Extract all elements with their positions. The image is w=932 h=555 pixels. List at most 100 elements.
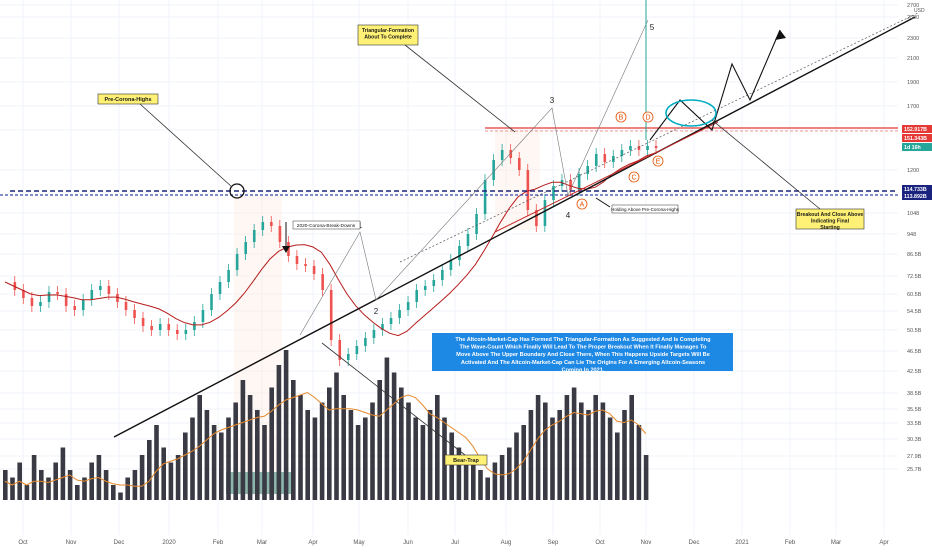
abc-circle — [576, 198, 588, 210]
volume-bar — [463, 455, 469, 500]
volume-bar — [175, 455, 181, 500]
candle-body — [261, 222, 265, 230]
price-candles — [4, 140, 658, 366]
candle-body — [193, 322, 196, 330]
candle-body — [107, 286, 111, 294]
candle-body — [423, 286, 427, 290]
chart-annotations: 1 2 3 4 5 A B C D E Pre-Corona-Highs Triangular-For… — [97, 23, 865, 466]
candle-body — [475, 214, 478, 234]
main-text-line: The Wave-Count Which Finally Will Lead T… — [460, 345, 708, 351]
volume-bar — [449, 432, 454, 500]
volume-bar — [125, 477, 130, 500]
volume-bar — [226, 417, 231, 500]
volume-bar — [413, 417, 418, 500]
volume-bar — [485, 477, 490, 500]
price-marker-bg — [902, 134, 932, 142]
price-marker-label: 151.343B — [904, 136, 927, 142]
volume-bar — [197, 395, 202, 500]
volume-bar — [370, 402, 375, 500]
candle-body — [500, 150, 504, 160]
y-tick-label: 948 — [907, 232, 916, 238]
candle-body — [73, 306, 76, 310]
candle-body — [312, 266, 316, 274]
main-text-box — [432, 333, 733, 371]
volume-bar — [298, 395, 303, 500]
x-tick-label: Dec — [114, 540, 125, 546]
volume-bar — [262, 425, 267, 500]
x-tick-label: Feb — [213, 540, 224, 546]
candle-body — [586, 166, 589, 174]
volume-bar — [571, 387, 577, 500]
volume-bar — [435, 395, 440, 500]
candle-body — [432, 280, 436, 286]
y-tick-label: 50.5B — [907, 328, 922, 334]
candle-body — [158, 324, 162, 330]
volume-bar — [406, 402, 411, 500]
price-marker-label: 113.892B — [904, 194, 927, 200]
x-tick-label: Oct — [595, 540, 605, 546]
volume-bar — [593, 395, 598, 500]
volume-bar — [586, 410, 591, 500]
price-ma-line — [4, 152, 655, 337]
x-tick-label: 2021 — [735, 540, 749, 546]
main-text-line: Move Above The Upper Boundary And Close … — [456, 352, 710, 358]
candle-body — [30, 298, 34, 306]
breakout-callout-box — [795, 208, 865, 230]
candle-body — [577, 174, 581, 190]
volume-bar — [478, 470, 483, 500]
x-tick-label: Mar — [831, 540, 841, 546]
volume-bar — [118, 492, 123, 500]
candle-body — [150, 326, 153, 330]
corona-break-label: 2020-Corona-Break-Downs — [297, 223, 356, 229]
candle-body — [492, 160, 495, 180]
candle-body — [304, 264, 307, 266]
candle-body — [184, 330, 188, 334]
price-marker-label: 1d 16h — [904, 145, 921, 151]
candle-body — [295, 256, 299, 264]
volume-bar — [39, 470, 44, 500]
abc-circle — [642, 111, 654, 123]
y-tick-label: 42.5B — [907, 369, 922, 375]
candle-body — [509, 150, 513, 158]
y-tick-label: 1900 — [907, 80, 919, 86]
abc-circle — [652, 155, 664, 167]
volume-bar — [46, 477, 51, 500]
volume-bar — [399, 387, 404, 500]
volume-bar — [622, 410, 627, 500]
volume-bar — [355, 425, 361, 500]
price-marker-bg — [902, 192, 932, 200]
candle-body — [210, 294, 213, 310]
volume-bar — [377, 380, 382, 500]
y-tick-label: 54.5B — [907, 309, 922, 315]
y-tick-label: 33.5B — [907, 421, 922, 427]
y-tick-label: 60.5B — [907, 292, 922, 298]
volume-bar — [442, 417, 447, 500]
candle-body — [167, 324, 171, 330]
abc-label: D — [645, 115, 650, 122]
candle-body — [347, 354, 350, 360]
x-tick-label: Feb — [785, 540, 796, 546]
pre-corona-circle — [229, 183, 245, 199]
wave-label: 5 — [650, 23, 655, 32]
y-tick-label: 2300 — [907, 36, 919, 42]
volume-bar — [456, 447, 462, 500]
holding-arrow — [595, 197, 611, 208]
y-tick-label: 1700 — [907, 104, 919, 110]
candle-body — [594, 154, 598, 166]
volume-bar — [283, 350, 289, 500]
volume-bar — [75, 485, 80, 500]
volume-bar — [240, 380, 246, 500]
candle-body — [13, 282, 17, 290]
volume-bars — [3, 350, 649, 500]
candle-body — [398, 310, 401, 318]
volume-bar — [514, 432, 519, 500]
candle-body — [287, 242, 290, 256]
x-tick-label: 2020 — [162, 540, 176, 546]
x-tick-label: Nov — [66, 540, 77, 546]
x-tick-label: Oct — [18, 540, 28, 546]
candle-body — [99, 286, 102, 290]
candle-body — [654, 146, 658, 148]
candle-body — [569, 180, 572, 190]
y-tick-label: 38.5B — [907, 391, 922, 397]
